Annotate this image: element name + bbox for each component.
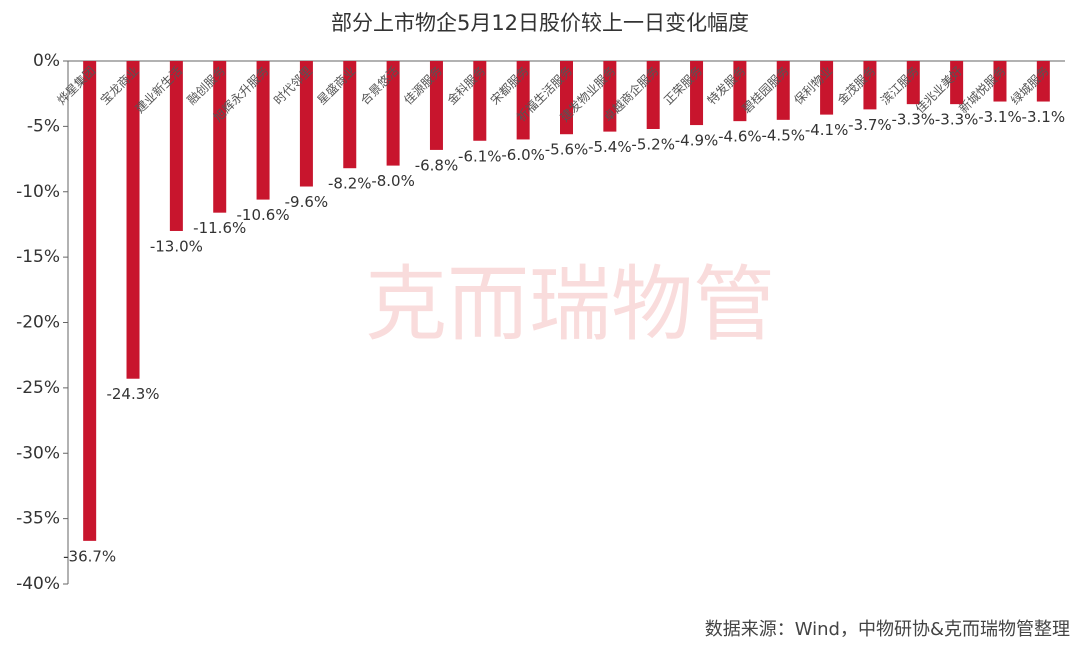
value-label: -3.1% — [1022, 108, 1066, 126]
value-label: -3.7% — [848, 116, 892, 134]
bar — [1036, 61, 1050, 102]
value-label: -6.0% — [501, 146, 545, 164]
bar — [603, 61, 617, 132]
bar — [690, 61, 704, 126]
value-label: -3.1% — [978, 108, 1022, 126]
y-tick-label: -40% — [16, 574, 60, 594]
bar — [863, 61, 877, 110]
value-label: -4.5% — [761, 126, 805, 144]
source-note: 数据来源：Wind，中物研协&克而瑞物管整理 — [705, 619, 1070, 640]
value-label: -9.6% — [285, 193, 329, 211]
value-label: -6.1% — [458, 147, 502, 165]
bar — [256, 61, 270, 200]
value-label: -3.3% — [935, 111, 979, 129]
value-label: -11.6% — [193, 219, 246, 237]
y-tick-label: -25% — [16, 378, 60, 398]
value-label: -36.7% — [63, 547, 116, 565]
bar — [343, 61, 357, 169]
bar — [213, 61, 227, 213]
value-label: -8.0% — [371, 172, 415, 190]
value-label: -5.6% — [545, 141, 589, 159]
bar — [950, 61, 964, 105]
bar — [646, 61, 660, 129]
bar — [429, 61, 443, 150]
bar — [299, 61, 313, 187]
value-label: -4.1% — [805, 121, 849, 139]
value-label: -3.3% — [892, 111, 936, 129]
bar — [83, 61, 97, 541]
bar — [126, 61, 140, 379]
bar — [733, 61, 747, 122]
y-tick-label: -15% — [16, 247, 60, 267]
y-tick-label: -10% — [16, 182, 60, 202]
value-label: -6.8% — [415, 156, 459, 174]
y-tick-label: -20% — [16, 313, 60, 333]
y-tick-label: -5% — [27, 116, 60, 136]
y-tick-label: 0% — [33, 51, 60, 71]
bar — [560, 61, 573, 135]
bar — [820, 61, 834, 115]
bar — [386, 61, 400, 166]
watermark: 克而瑞物管 — [365, 257, 775, 352]
value-label: -5.4% — [588, 138, 632, 156]
bar — [993, 61, 1007, 102]
y-tick-label: -35% — [16, 509, 60, 529]
value-label: -5.2% — [631, 135, 675, 153]
value-label: -8.2% — [328, 175, 372, 193]
value-label: -24.3% — [106, 385, 159, 403]
bar — [169, 61, 183, 231]
value-label: -13.0% — [150, 237, 203, 255]
value-label: -10.6% — [237, 206, 290, 224]
y-tick-label: -30% — [16, 443, 60, 463]
bar — [776, 61, 790, 120]
chart-title: 部分上市物企5月12日股价较上一日变化幅度 — [331, 11, 749, 35]
value-label: -4.6% — [718, 128, 762, 146]
bar — [906, 61, 920, 105]
bar — [516, 61, 530, 140]
value-label: -4.9% — [675, 132, 719, 150]
bar — [473, 61, 487, 141]
